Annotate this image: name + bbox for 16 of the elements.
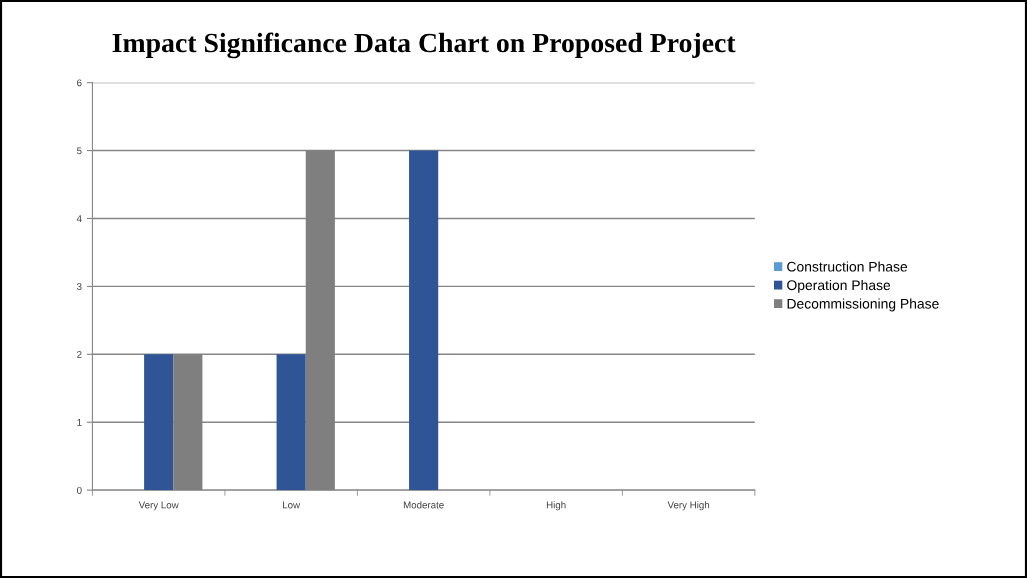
y-tick-label: 0 <box>76 486 82 494</box>
legend-label: Operation Phase <box>787 279 891 293</box>
x-tick-label: Very Low <box>138 501 179 511</box>
chart-title: Impact Significance Data Chart on Proposed Project <box>112 32 736 59</box>
x-tick-label: High <box>546 501 566 511</box>
y-tick-label: 2 <box>77 351 82 358</box>
y-tick-label: 4 <box>76 215 82 223</box>
x-tick-label: Moderate <box>403 501 444 509</box>
legend-label: Decommissioning Phase <box>787 298 939 312</box>
y-tick-label: 3 <box>76 283 82 291</box>
y-tick-label: 5 <box>77 147 82 155</box>
y-tick-label: 6 <box>77 79 82 87</box>
x-tick-label: Very High <box>667 501 710 511</box>
x-tick-label: Low <box>283 501 301 509</box>
legend-label: Construction Phase <box>787 261 908 272</box>
y-tick-label: 1 <box>77 419 82 426</box>
